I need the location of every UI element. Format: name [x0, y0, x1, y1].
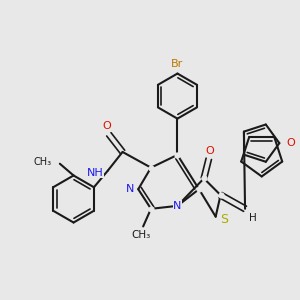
- Text: NH: NH: [87, 167, 104, 178]
- Text: CH₃: CH₃: [34, 157, 52, 167]
- Text: S: S: [220, 213, 229, 226]
- Text: O: O: [206, 146, 214, 156]
- Text: N: N: [173, 201, 181, 211]
- Text: Br: Br: [171, 59, 184, 69]
- Text: N: N: [126, 184, 134, 194]
- Text: CH₃: CH₃: [132, 230, 151, 240]
- Text: O: O: [103, 122, 111, 131]
- Text: O: O: [286, 138, 295, 148]
- Text: H: H: [249, 213, 257, 223]
